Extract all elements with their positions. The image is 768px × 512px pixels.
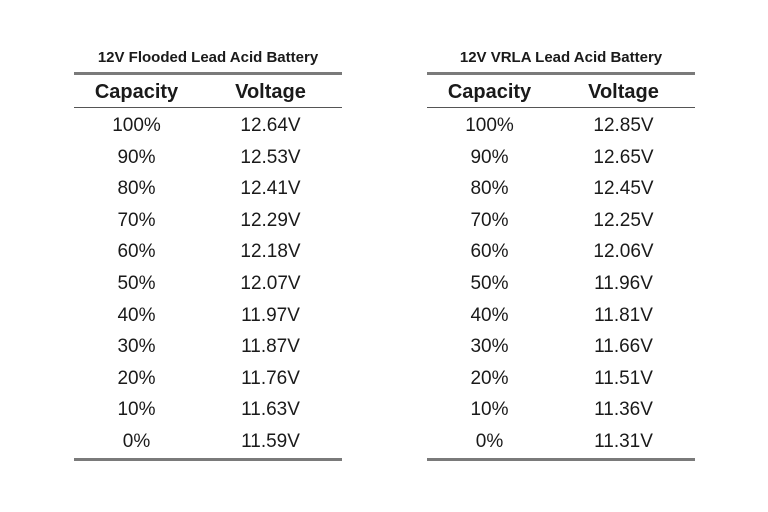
voltage-cell: 12.18V <box>240 241 301 263</box>
header-row: Capacity Voltage <box>427 75 695 107</box>
voltage-cell: 12.29V <box>240 209 301 231</box>
header-divider <box>74 107 342 108</box>
voltage-cell: 12.06V <box>593 241 654 263</box>
voltage-cell: 11.51V <box>594 367 653 389</box>
voltage-cell: 12.25V <box>593 209 654 231</box>
header-voltage: Voltage <box>235 81 306 103</box>
table-row: 80% 12.41V <box>74 173 342 205</box>
table-body: 100% 12.64V 90% 12.53V 80% 12.41V 70% 12.29V 60%… <box>74 108 342 458</box>
header-capacity: Capacity <box>94 81 179 103</box>
table-row: 30% 11.66V <box>427 331 695 363</box>
table-title: 12V VRLA Lead Acid Battery <box>459 49 663 66</box>
capacity-cell: 60% <box>117 241 156 263</box>
flooded-battery-table: 12V Flooded Lead Acid Battery Capacity V… <box>74 48 342 461</box>
title-divider <box>74 72 342 75</box>
table-row: 30% 11.87V <box>74 331 342 363</box>
bottom-divider <box>427 457 695 461</box>
table-row: 70% 12.25V <box>427 205 695 237</box>
bottom-divider <box>74 457 342 461</box>
capacity-cell: 50% <box>470 272 509 294</box>
header-voltage: Voltage <box>588 81 659 103</box>
table-row: 80% 12.45V <box>427 173 695 205</box>
voltage-cell: 11.63V <box>241 399 300 421</box>
voltage-cell: 12.53V <box>240 146 301 168</box>
table-row: 20% 11.51V <box>427 363 695 395</box>
table-row: 40% 11.97V <box>74 300 342 332</box>
table-row: 10% 11.36V <box>427 394 695 426</box>
table-row: 50% 12.07V <box>74 268 342 300</box>
table-row: 0% 11.59V <box>74 426 342 458</box>
voltage-cell: 11.36V <box>594 399 653 421</box>
capacity-cell: 80% <box>470 178 509 200</box>
capacity-cell: 20% <box>470 367 509 389</box>
table-row: 40% 11.81V <box>427 300 695 332</box>
capacity-cell: 40% <box>470 304 509 326</box>
voltage-cell: 11.97V <box>241 304 300 326</box>
table-row: 20% 11.76V <box>74 363 342 395</box>
voltage-cell: 11.96V <box>594 272 653 294</box>
voltage-cell: 11.66V <box>594 336 653 358</box>
capacity-cell: 70% <box>470 209 509 231</box>
voltage-cell: 11.76V <box>241 367 300 389</box>
table-row: 90% 12.53V <box>74 142 342 174</box>
capacity-cell: 10% <box>470 399 509 421</box>
capacity-cell: 0% <box>122 430 151 452</box>
capacity-cell: 20% <box>117 367 156 389</box>
voltage-cell: 12.64V <box>240 115 301 136</box>
capacity-cell: 80% <box>117 178 156 200</box>
table-row: 0% 11.31V <box>427 426 695 458</box>
capacity-cell: 70% <box>117 209 156 231</box>
capacity-cell: 0% <box>475 430 504 452</box>
header-divider <box>427 107 695 108</box>
table-title: 12V Flooded Lead Acid Battery <box>97 49 319 66</box>
capacity-cell: 60% <box>470 241 509 263</box>
table-row: 60% 12.18V <box>74 236 342 268</box>
capacity-cell: 100% <box>112 115 161 136</box>
header-row: Capacity Voltage <box>74 75 342 107</box>
voltage-cell: 11.87V <box>241 336 300 358</box>
title-divider <box>427 72 695 75</box>
voltage-cell: 11.59V <box>241 430 300 452</box>
capacity-cell: 10% <box>117 399 156 421</box>
table-row: 100% 12.64V <box>74 110 342 142</box>
table-row: 10% 11.63V <box>74 394 342 426</box>
capacity-cell: 90% <box>470 146 509 168</box>
table-row: 100% 12.85V <box>427 110 695 142</box>
table-row: 50% 11.96V <box>427 268 695 300</box>
voltage-cell: 11.81V <box>594 304 653 326</box>
capacity-cell: 100% <box>465 115 514 136</box>
capacity-cell: 30% <box>117 336 156 358</box>
capacity-cell: 30% <box>470 336 509 358</box>
voltage-cell: 12.07V <box>240 272 301 294</box>
table-row: 60% 12.06V <box>427 236 695 268</box>
table-body: 100% 12.85V 90% 12.65V 80% 12.45V 70% 12.25V 60%… <box>427 108 695 458</box>
header-capacity: Capacity <box>447 81 532 103</box>
vrla-battery-table: 12V VRLA Lead Acid Battery Capacity Volt… <box>427 48 695 461</box>
table-row: 70% 12.29V <box>74 205 342 237</box>
table-row: 90% 12.65V <box>427 142 695 174</box>
capacity-cell: 50% <box>117 272 156 294</box>
capacity-cell: 90% <box>117 146 156 168</box>
voltage-cell: 12.85V <box>593 115 654 136</box>
voltage-cell: 11.31V <box>594 430 653 452</box>
voltage-cell: 12.65V <box>593 146 654 168</box>
voltage-cell: 12.41V <box>240 178 301 200</box>
capacity-cell: 40% <box>117 304 156 326</box>
voltage-cell: 12.45V <box>593 178 654 200</box>
